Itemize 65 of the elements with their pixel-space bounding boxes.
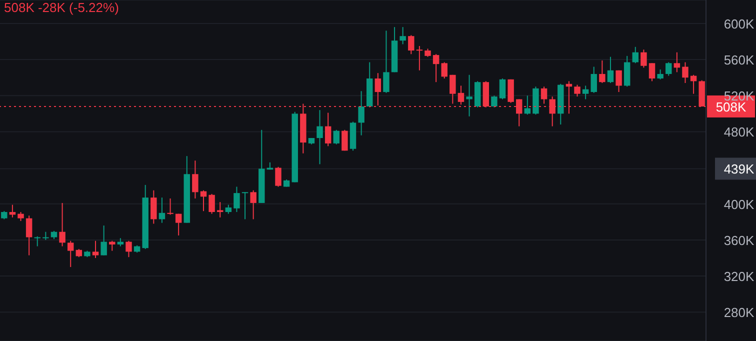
candlestick	[674, 52, 680, 73]
y-tick-label: 320K	[724, 269, 754, 284]
candlestick	[26, 215, 32, 256]
candlestick	[616, 70, 622, 93]
candlestick	[632, 46, 639, 64]
candlestick	[508, 78, 514, 104]
candlestick	[150, 190, 157, 224]
candlestick	[640, 49, 647, 68]
candlestick	[158, 197, 166, 224]
candlestick	[408, 34, 414, 55]
candlestick	[92, 240, 99, 259]
candlestick	[466, 74, 472, 117]
candlestick	[100, 225, 107, 256]
candlestick	[59, 202, 66, 247]
candlestick	[400, 26, 406, 45]
candlestick	[316, 110, 323, 165]
candlestick	[216, 202, 224, 218]
candlestick	[126, 240, 132, 258]
candlestick	[491, 95, 498, 108]
y-tick-label: 280K	[724, 305, 754, 320]
candlestick	[9, 204, 16, 218]
candlestick	[416, 46, 423, 71]
candlestick	[540, 86, 548, 104]
candlestick	[250, 190, 256, 220]
candlestick	[432, 54, 440, 83]
candlestick	[208, 193, 215, 214]
candlestick	[590, 66, 597, 94]
candlestick	[275, 166, 282, 188]
candlestick	[192, 160, 198, 199]
candlestick	[358, 90, 364, 136]
candlestick	[450, 74, 456, 104]
candlestick	[624, 55, 630, 88]
candlestick	[383, 30, 390, 94]
y-tick-label: 480K	[724, 124, 754, 140]
candlestick	[666, 62, 672, 76]
candlestick	[682, 62, 688, 84]
candlestick	[200, 190, 207, 212]
y-tick-label: 600K	[724, 16, 754, 32]
candlestick	[242, 192, 248, 220]
y-tick-label: 439K	[724, 162, 754, 177]
candlestick	[607, 56, 614, 84]
candlestick	[574, 84, 580, 98]
candlestick	[657, 68, 664, 80]
candlestick	[599, 60, 606, 84]
candlestick	[234, 186, 240, 212]
candlestick	[175, 213, 182, 236]
candlestick	[441, 62, 448, 79]
y-tick-label: 360K	[724, 232, 754, 248]
candlestick	[109, 240, 116, 252]
candlestick	[18, 211, 24, 222]
ref-line-label: 508K	[716, 99, 746, 114]
candlestick	[225, 204, 232, 214]
y-tick-label: 560K	[724, 52, 754, 68]
candlestick	[342, 129, 348, 152]
candlestick	[34, 236, 40, 247]
candlestick	[648, 62, 656, 82]
candlestick	[499, 78, 506, 100]
candlestick	[374, 72, 382, 106]
candlestick	[167, 198, 174, 216]
candlestick	[333, 129, 340, 145]
annotation: 508K -28K (-5.22%)	[4, 0, 119, 15]
candlestick	[582, 85, 589, 100]
candlestick	[324, 112, 332, 147]
candlestick	[67, 240, 74, 268]
y-tick-label: 400K	[724, 196, 754, 212]
